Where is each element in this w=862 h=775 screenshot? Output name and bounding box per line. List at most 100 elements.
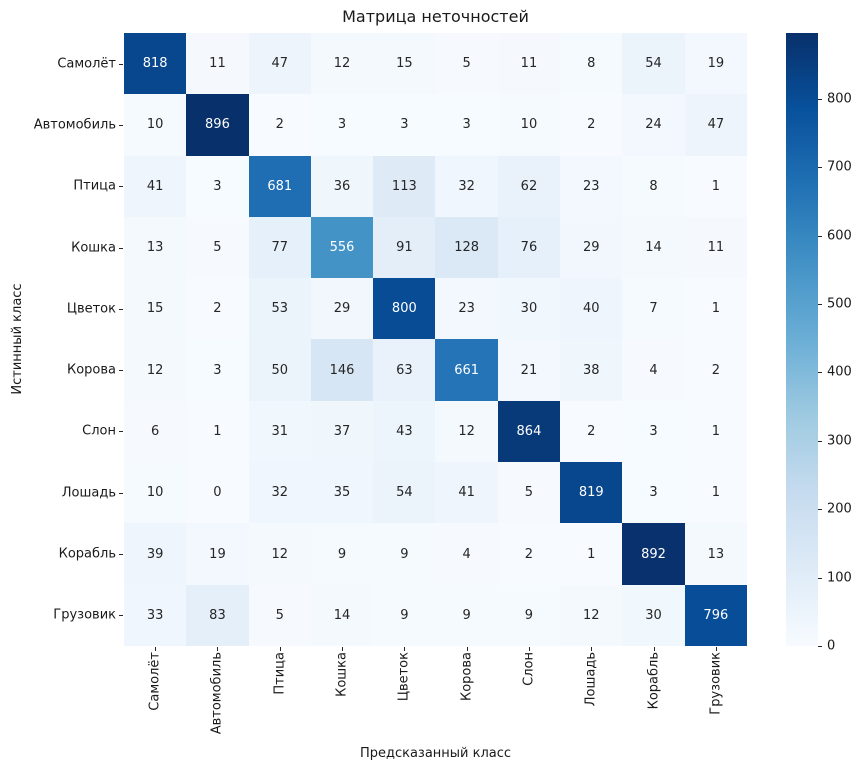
y-tick-label: Слон <box>82 423 116 439</box>
heatmap-cell: 54 <box>622 33 685 95</box>
y-tick-label: Самолёт <box>57 56 116 72</box>
heatmap-cell: 19 <box>684 33 747 95</box>
heatmap-cell: 1 <box>684 155 747 217</box>
heatmap-cell: 12 <box>435 400 498 463</box>
x-tick-label: Лошадь <box>583 652 599 707</box>
heatmap-cell: 13 <box>684 523 747 585</box>
y-tick-mark <box>119 370 123 372</box>
heatmap-cell: 681 <box>248 155 311 217</box>
heatmap-cell: 63 <box>373 339 436 401</box>
heatmap-cell: 3 <box>186 155 249 217</box>
heatmap-cell: 47 <box>684 94 747 156</box>
heatmap-cell: 33 <box>124 584 187 646</box>
colorbar-tick-label: 200 <box>827 501 852 517</box>
heatmap-cell: 23 <box>435 278 498 340</box>
heatmap-cell: 1 <box>684 278 747 340</box>
heatmap-cell: 9 <box>310 523 374 585</box>
heatmap-cell: 896 <box>186 94 249 156</box>
y-tick-label: Лошадь <box>61 485 116 501</box>
heatmap-cell: 15 <box>373 33 436 95</box>
heatmap-cell: 1 <box>560 523 623 585</box>
colorbar-tick-mark <box>818 167 822 169</box>
colorbar-tick-label: 800 <box>827 91 852 107</box>
heatmap-cell: 43 <box>373 400 436 463</box>
y-tick-label: Автомобиль <box>33 117 116 133</box>
heatmap-cell: 128 <box>435 216 498 279</box>
y-tick-mark <box>119 554 123 556</box>
heatmap-cell: 19 <box>186 523 249 585</box>
heatmap-cell: 10 <box>124 462 187 524</box>
heatmap-cell: 9 <box>497 584 561 646</box>
x-tick-mark <box>155 647 157 651</box>
y-tick-label: Птица <box>73 178 116 194</box>
x-tick-mark <box>653 647 655 651</box>
y-tick-mark <box>119 615 123 617</box>
heatmap-cell: 13 <box>124 216 187 279</box>
heatmap-cell: 2 <box>497 523 561 585</box>
heatmap-cell: 12 <box>560 584 623 646</box>
colorbar-tick-mark <box>818 98 822 100</box>
colorbar-tick-label: 600 <box>827 228 852 243</box>
x-tick-label: Цветок <box>396 652 412 702</box>
heatmap-cell: 9 <box>373 584 436 646</box>
heatmap-cell: 30 <box>497 278 561 340</box>
x-tick-mark <box>528 647 530 651</box>
x-tick-label: Корова <box>459 652 475 702</box>
heatmap-cell: 2 <box>248 94 311 156</box>
x-tick-mark <box>342 647 344 651</box>
heatmap-cell: 32 <box>248 462 311 524</box>
x-tick-mark <box>404 647 406 651</box>
heatmap-cell: 21 <box>497 339 561 401</box>
heatmap-cell: 2 <box>560 400 623 463</box>
x-tick-mark <box>217 647 219 651</box>
colorbar-tick-mark <box>818 372 822 374</box>
heatmap-cell: 3 <box>373 94 436 156</box>
y-tick-mark <box>119 308 123 310</box>
y-axis-title: Истинный класс <box>10 283 25 395</box>
heatmap-cell: 4 <box>435 523 498 585</box>
heatmap-cell: 8 <box>560 33 623 95</box>
heatmap-cell: 54 <box>373 462 436 524</box>
colorbar-tick-label: 0 <box>827 638 836 654</box>
y-tick-label: Цветок <box>66 301 116 317</box>
heatmap-cell: 2 <box>186 278 249 340</box>
y-tick-label: Грузовик <box>53 607 116 623</box>
y-tick-mark <box>119 431 123 433</box>
heatmap-cell: 8 <box>622 155 685 217</box>
x-tick-label: Грузовик <box>708 652 724 715</box>
x-tick-label: Самолёт <box>147 652 163 711</box>
heatmap-cell: 10 <box>124 94 187 156</box>
colorbar-tick-mark <box>818 509 822 511</box>
heatmap-cell: 50 <box>248 339 311 401</box>
x-tick-mark <box>715 647 717 651</box>
heatmap-cell: 2 <box>560 94 623 156</box>
heatmap-cell: 7 <box>622 278 685 340</box>
x-axis-title: Предсказанный класс <box>359 746 512 761</box>
heatmap-cell: 11 <box>186 33 249 95</box>
heatmap-grid: 818 11 47 12 15 5 11 8 54 19 10 896 2 3 3 3 10 2 24 47 41 3 68… <box>124 33 747 646</box>
heatmap-cell: 4 <box>622 339 685 401</box>
heatmap-cell: 32 <box>435 155 498 217</box>
colorbar-tick-label: 400 <box>827 364 852 380</box>
y-tick-mark <box>119 186 123 188</box>
heatmap-cell: 12 <box>248 523 311 585</box>
heatmap-cell: 1 <box>684 462 747 524</box>
colorbar-tick-label: 500 <box>827 296 852 312</box>
heatmap-cell: 556 <box>310 216 374 279</box>
heatmap-cell: 12 <box>124 339 187 401</box>
heatmap-cell: 1 <box>186 400 249 463</box>
y-tick-mark <box>119 124 123 126</box>
heatmap-cell: 41 <box>435 462 498 524</box>
y-tick-mark <box>119 247 123 249</box>
x-tick-label: Слон <box>521 652 537 686</box>
heatmap-cell: 11 <box>497 33 561 95</box>
heatmap-cell: 5 <box>497 462 561 524</box>
heatmap-cell: 6 <box>124 400 187 463</box>
colorbar-tick-mark <box>818 303 822 305</box>
colorbar-tick-mark <box>818 577 822 579</box>
heatmap-cell: 91 <box>373 216 436 279</box>
x-tick-label: Автомобиль <box>209 652 225 735</box>
heatmap-cell: 12 <box>310 33 374 95</box>
x-tick-label: Корабль <box>646 652 662 710</box>
heatmap-cell: 39 <box>124 523 187 585</box>
